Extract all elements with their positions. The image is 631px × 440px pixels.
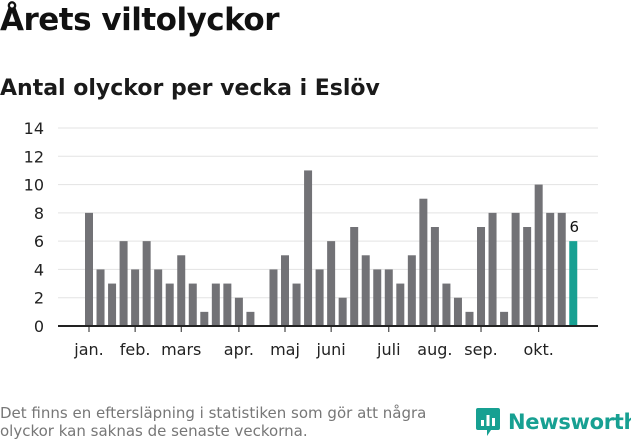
x-tick-label: juni [316,340,346,359]
bar [292,283,301,326]
bar [361,255,370,326]
bar [557,212,566,326]
bar [373,269,382,326]
bar [165,283,174,326]
bar [511,212,520,326]
bar [523,227,532,326]
bar [223,283,232,326]
brand-name: Newsworthy [508,410,631,434]
bar [419,198,428,326]
bar [154,269,163,326]
y-tick-label: 2 [34,289,44,308]
x-tick-label: mars [161,340,201,359]
bar-chart-bubble-icon [476,408,500,436]
bar [211,283,220,326]
x-tick-label: apr. [224,340,254,359]
bar [200,311,209,326]
y-tick-label: 6 [34,232,44,251]
bar-chart: 0 2 4 6 8 10 12 14 jan. feb. mars apr. maj juni juli a… [24,119,598,359]
x-tick-label: maj [270,340,300,359]
bar [177,255,186,326]
bar [281,255,290,326]
y-axis-tick-labels: 0 2 4 6 8 10 12 14 [24,119,44,336]
bar [85,212,93,326]
data-labels: 6 [569,218,579,236]
bar [131,269,140,326]
bar [188,283,197,326]
y-tick-label: 10 [24,176,44,195]
bar [119,241,128,326]
bar [500,311,509,326]
brand-logo: Newsworthy [475,407,631,437]
chart-subtitle: Antal olyckor per vecka i Eslöv [0,76,380,101]
bar [96,269,105,326]
bar [407,255,416,326]
bar [269,269,278,326]
bar [350,227,359,326]
bar [142,241,151,326]
y-tick-label: 0 [34,317,44,336]
bar [453,297,462,326]
x-tick-label: sep. [464,340,497,359]
bar [384,269,393,326]
bar [315,269,324,326]
bar-highlight [569,241,578,326]
bar [477,227,486,326]
bar [534,184,543,326]
x-axis-tick-labels: jan. feb. mars apr. maj juni juli aug. sep. okt. [73,326,554,359]
bar [430,227,439,326]
bars [85,170,578,326]
y-tick-label: 12 [24,147,44,166]
bar [465,311,474,326]
data-label-last-week: 6 [569,218,579,236]
bar [488,212,497,326]
bar [546,212,555,326]
y-tick-label: 8 [34,204,44,223]
y-tick-label: 14 [24,119,44,138]
x-tick-label: aug. [417,340,452,359]
bar [338,297,347,326]
bar [108,283,117,326]
bar [396,283,405,326]
x-tick-label: juli [376,340,400,359]
x-tick-label: okt. [523,340,553,359]
bar [304,170,313,326]
bar [327,241,336,326]
bar [246,311,255,326]
y-tick-label: 4 [34,260,44,279]
chart-title: Årets viltolyckor [0,2,280,38]
x-tick-label: feb. [120,340,151,359]
bar [234,297,243,326]
bar [442,283,451,326]
x-tick-label: jan. [73,340,103,359]
footnote: Det finns en eftersläpning i statistiken… [0,404,427,440]
